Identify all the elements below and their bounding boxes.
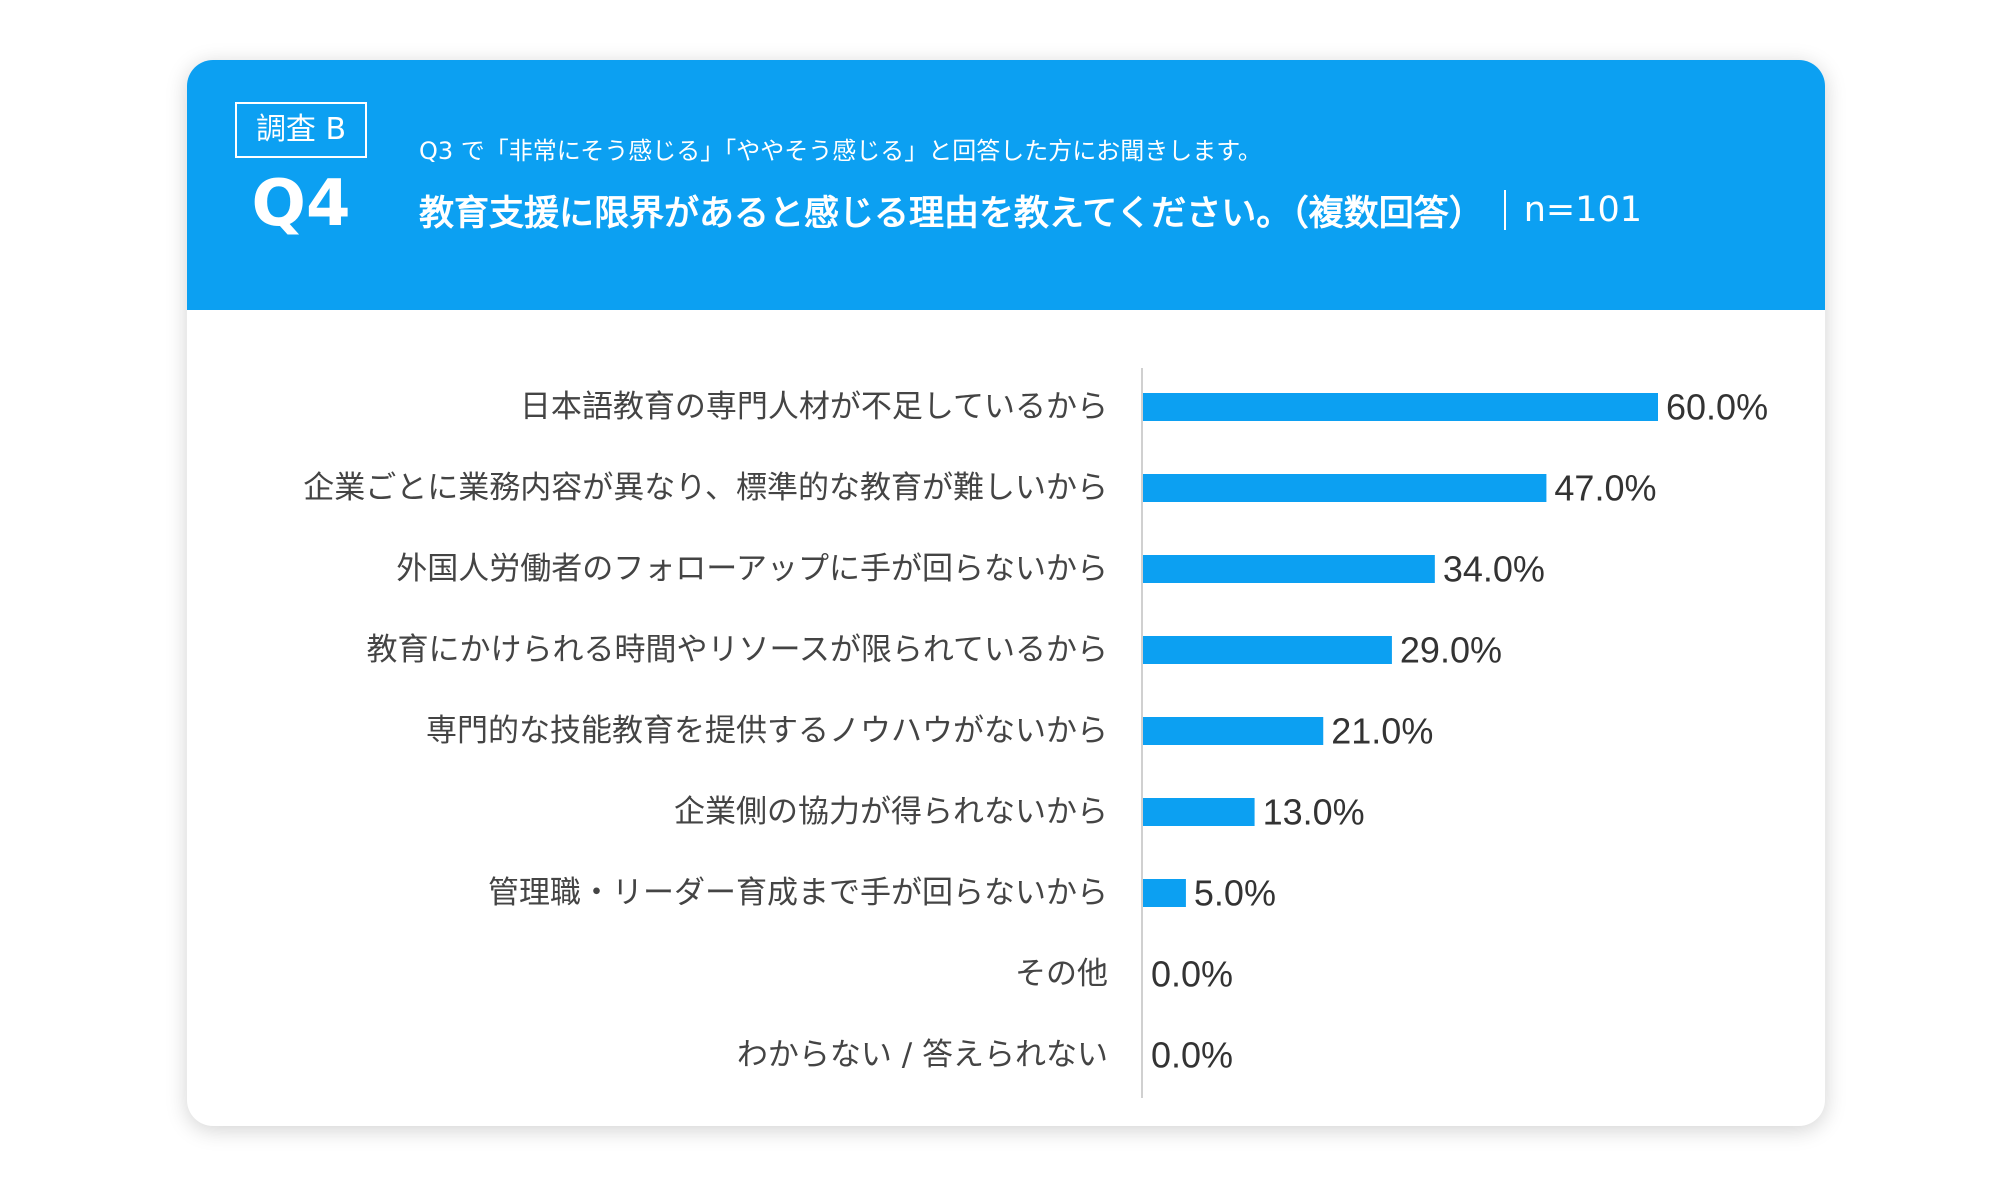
value-label: 0.0% bbox=[1151, 954, 1233, 995]
survey-card: 調査 B Q4 Q3 で「非常にそう感じる」「ややそう感じる」と回答した方にお聞… bbox=[187, 60, 1825, 1126]
value-label: 21.0% bbox=[1331, 711, 1433, 752]
bar bbox=[1143, 393, 1658, 421]
bar bbox=[1143, 798, 1255, 826]
category-label: 日本語教育の専門人材が不足しているから bbox=[520, 389, 1108, 425]
bar bbox=[1143, 474, 1547, 502]
category-label: わからない / 答えられない bbox=[737, 1037, 1108, 1073]
category-label: 教育にかけられる時間やリソースが限られているから bbox=[366, 632, 1108, 668]
value-label: 13.0% bbox=[1263, 792, 1365, 833]
category-label: その他 bbox=[1015, 956, 1108, 992]
pre-question-text: Q3 で「非常にそう感じる」「ややそう感じる」と回答した方にお聞きします。 bbox=[419, 137, 1262, 165]
bar bbox=[1143, 636, 1392, 664]
category-label: 企業ごとに業務内容が異なり、標準的な教育が難しいから bbox=[303, 470, 1108, 506]
value-label: 29.0% bbox=[1400, 630, 1502, 671]
bar bbox=[1143, 879, 1186, 907]
category-label: 外国人労働者のフォローアップに手が回らないから bbox=[396, 551, 1108, 587]
question-header: 調査 B Q4 Q3 で「非常にそう感じる」「ややそう感じる」と回答した方にお聞… bbox=[187, 60, 1825, 310]
question-line: 教育支援に限界があると感じる理由を教えてください。（複数回答） n=101 bbox=[419, 184, 1642, 236]
bar bbox=[1143, 717, 1324, 745]
value-label: 0.0% bbox=[1151, 1035, 1233, 1076]
category-label: 企業側の協力が得られないから bbox=[674, 794, 1108, 830]
value-label: 60.0% bbox=[1666, 387, 1768, 428]
category-label: 管理職・リーダー育成まで手が回らないから bbox=[488, 875, 1108, 911]
sample-size: n=101 bbox=[1523, 190, 1643, 230]
bar bbox=[1143, 555, 1435, 583]
value-label: 47.0% bbox=[1554, 468, 1656, 509]
value-label: 5.0% bbox=[1194, 873, 1276, 914]
header-divider bbox=[1503, 190, 1506, 230]
survey-badge: 調査 B bbox=[235, 102, 367, 158]
category-label: 専門的な技能教育を提供するノウハウがないから bbox=[426, 713, 1108, 749]
question-text: 教育支援に限界があると感じる理由を教えてください。（複数回答） bbox=[419, 193, 1484, 234]
question-number: Q4 bbox=[251, 167, 351, 241]
value-label: 34.0% bbox=[1443, 549, 1545, 590]
